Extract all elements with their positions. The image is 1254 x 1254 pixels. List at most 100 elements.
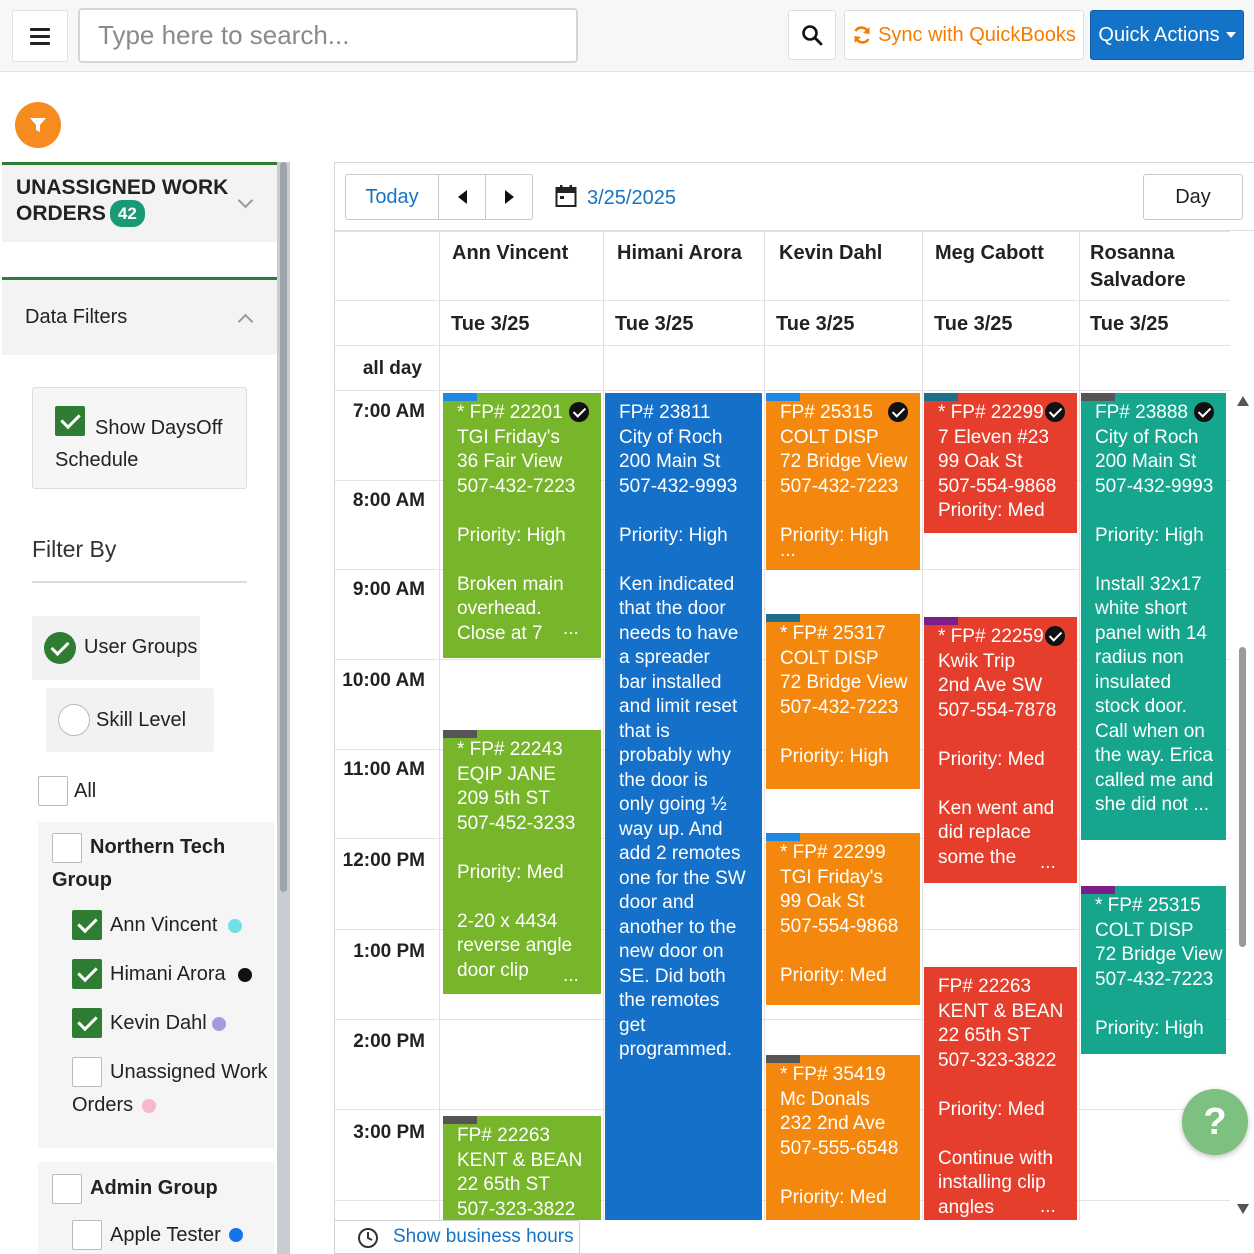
member-checkbox[interactable] bbox=[72, 1057, 102, 1087]
event-tag bbox=[766, 1055, 800, 1063]
all-label: All bbox=[74, 780, 97, 802]
event-tag bbox=[1081, 393, 1115, 401]
skill-level-option[interactable]: Skill Level bbox=[46, 688, 214, 752]
column-date: Tue 3/25 bbox=[776, 313, 855, 335]
time-label: 9:00 AM bbox=[352, 579, 425, 600]
event-ellipsis: ... bbox=[1040, 1196, 1056, 1217]
group-name-line2: Group bbox=[52, 869, 112, 891]
member-color-dot bbox=[228, 919, 242, 933]
view-day-button[interactable]: Day bbox=[1143, 174, 1243, 220]
work-order-event[interactable]: * FP# 22299 7 Eleven #23 99 Oak St 507-5… bbox=[924, 393, 1077, 533]
member-name-line1: Unassigned Work bbox=[110, 1061, 268, 1083]
member-checkbox[interactable] bbox=[72, 959, 102, 989]
check-circle-icon bbox=[1045, 626, 1065, 646]
work-order-event[interactable]: * FP# 25315 COLT DISP 72 Bridge View 507… bbox=[1081, 886, 1226, 1054]
all-checkbox[interactable] bbox=[38, 776, 68, 806]
calendar-scrollbar[interactable] bbox=[1234, 392, 1252, 1220]
event-text: * FP# 25317 COLT DISP 72 Bridge View 507… bbox=[780, 623, 908, 767]
chevron-up-icon[interactable] bbox=[237, 313, 254, 330]
work-order-event[interactable]: * FP# 35419 Mc Donals 232 2nd Ave 507-55… bbox=[766, 1055, 920, 1220]
time-label: 8:00 AM bbox=[352, 490, 425, 511]
unassigned-title: UNASSIGNED WORK ORDERS 42 bbox=[16, 175, 228, 227]
all-day-label: all day bbox=[362, 358, 422, 379]
group-checkbox[interactable] bbox=[52, 833, 82, 863]
show-business-hours-bar[interactable]: Show business hours bbox=[334, 1220, 582, 1254]
calendar-icon[interactable] bbox=[555, 184, 577, 208]
user-groups-option[interactable]: User Groups bbox=[32, 616, 200, 680]
event-tag bbox=[924, 393, 958, 401]
column-date: Tue 3/25 bbox=[934, 313, 1013, 335]
member-name: Himani Arora bbox=[110, 963, 226, 985]
clock-icon bbox=[358, 1228, 378, 1248]
sync-quickbooks-button[interactable]: Sync with QuickBooks bbox=[844, 10, 1084, 60]
left-panel-scrollbar[interactable] bbox=[277, 162, 290, 1254]
skill-level-radio[interactable] bbox=[58, 704, 90, 736]
filter-icon bbox=[30, 118, 46, 132]
column-name: Meg Cabott bbox=[935, 242, 1044, 264]
show-business-hours-button[interactable]: Show business hours bbox=[334, 1220, 580, 1254]
column-date: Tue 3/25 bbox=[451, 313, 530, 335]
left-panel: UNASSIGNED WORK ORDERS 42 Data Filters Sh… bbox=[0, 162, 290, 1254]
search-input[interactable] bbox=[78, 8, 578, 63]
event-tag bbox=[443, 730, 477, 738]
event-text: * FP# 35419 Mc Donals 232 2nd Ave 507-55… bbox=[780, 1064, 899, 1208]
search-button[interactable] bbox=[788, 10, 836, 60]
unassigned-work-orders-header[interactable]: UNASSIGNED WORK ORDERS 42 bbox=[2, 162, 277, 242]
work-order-event[interactable]: FP# 22263 KENT & BEAN 22 65th ST 507-323… bbox=[924, 967, 1077, 1220]
help-button[interactable]: ? bbox=[1182, 1089, 1248, 1155]
work-order-event[interactable]: FP# 22263 KENT & BEAN 22 65th ST 507-323… bbox=[443, 1116, 601, 1220]
grid-row-line bbox=[335, 390, 1230, 391]
menu-button[interactable] bbox=[12, 10, 68, 62]
chevron-down-icon[interactable] bbox=[237, 192, 254, 209]
prev-day-button[interactable] bbox=[438, 174, 486, 220]
member-color-dot bbox=[212, 1017, 226, 1031]
data-filters-header[interactable]: Data Filters bbox=[2, 277, 277, 355]
time-label: 10:00 AM bbox=[342, 670, 425, 691]
calendar-toolbar: Today 3/25/2025 Day bbox=[335, 163, 1254, 231]
work-order-event[interactable]: * FP# 25317 COLT DISP 72 Bridge View 507… bbox=[766, 614, 920, 789]
member-name-line2: Orders bbox=[72, 1094, 134, 1116]
column-name: Rosanna Salvadore bbox=[1090, 242, 1186, 291]
member-name: Kevin Dahl bbox=[110, 1012, 207, 1034]
check-circle-icon bbox=[888, 402, 908, 422]
quick-actions-button[interactable]: Quick Actions bbox=[1090, 10, 1244, 60]
next-day-button[interactable] bbox=[485, 174, 533, 220]
divider bbox=[32, 581, 247, 583]
grid-column-line bbox=[1079, 231, 1080, 1220]
check-circle-icon bbox=[1194, 402, 1214, 422]
current-date[interactable]: 3/25/2025 bbox=[587, 187, 676, 209]
member-color-dot bbox=[238, 968, 252, 982]
grid-row-line bbox=[335, 300, 1230, 301]
filter-toggle-button[interactable] bbox=[15, 102, 61, 148]
work-order-event[interactable]: * FP# 22259 Kwik Trip 2nd Ave SW 507-554… bbox=[924, 617, 1077, 883]
skill-level-label: Skill Level bbox=[96, 709, 187, 731]
quick-actions-label: Quick Actions bbox=[1098, 23, 1220, 46]
member-checkbox[interactable] bbox=[72, 1220, 102, 1250]
event-text: FP# 25315 COLT DISP 72 Bridge View 507-4… bbox=[780, 402, 908, 546]
event-tag bbox=[766, 393, 800, 401]
work-order-event[interactable]: * FP# 22243 EQIP JANE 209 5th ST 507-452… bbox=[443, 730, 601, 994]
event-ellipsis: ... bbox=[1040, 852, 1056, 873]
grid-row-line bbox=[335, 1019, 1230, 1020]
work-order-event[interactable]: FP# 25315 COLT DISP 72 Bridge View 507-4… bbox=[766, 393, 920, 570]
group-checkbox[interactable] bbox=[52, 1174, 82, 1204]
work-order-event[interactable]: FP# 23811 City of Roch 200 Main St 507-4… bbox=[605, 393, 762, 1220]
grid-column-line bbox=[764, 231, 765, 1220]
work-order-event[interactable]: * FP# 22299 TGI Friday's 99 Oak St 507-5… bbox=[766, 833, 920, 1005]
sync-icon bbox=[854, 26, 870, 44]
scrollbar-thumb[interactable] bbox=[280, 162, 287, 892]
event-text: FP# 23811 City of Roch 200 Main St 507-4… bbox=[619, 402, 746, 1060]
member-checkbox[interactable] bbox=[72, 1008, 102, 1038]
show-daysoff-checkbox[interactable] bbox=[55, 406, 85, 436]
event-text: * FP# 22299 TGI Friday's 99 Oak St 507-5… bbox=[780, 842, 899, 986]
caret-right-icon bbox=[504, 190, 514, 204]
grid-row-line bbox=[335, 231, 1230, 232]
member-checkbox[interactable] bbox=[72, 910, 102, 940]
work-order-event[interactable]: * FP# 22201 TGI Friday's 36 Fair View 50… bbox=[443, 393, 601, 658]
work-order-event[interactable]: FP# 23888 City of Roch 200 Main St 507-4… bbox=[1081, 393, 1226, 840]
unassigned-count-badge: 42 bbox=[109, 200, 145, 227]
data-filters-title: Data Filters bbox=[25, 306, 128, 328]
unassigned-title-line1: UNASSIGNED WORK bbox=[16, 176, 229, 199]
user-groups-radio[interactable] bbox=[44, 632, 76, 664]
today-button[interactable]: Today bbox=[345, 174, 439, 220]
